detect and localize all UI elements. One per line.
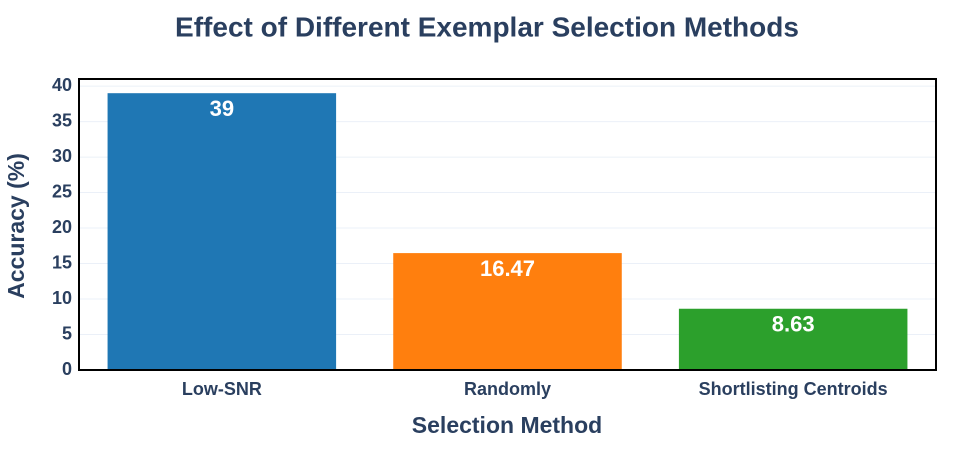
bar bbox=[393, 253, 622, 370]
y-tick-label: 0 bbox=[62, 359, 72, 379]
x-tick-label: Low-SNR bbox=[182, 379, 262, 399]
y-tick-label: 30 bbox=[52, 146, 72, 166]
value-label: 8.63 bbox=[772, 312, 815, 337]
bar bbox=[678, 308, 908, 370]
y-tick-label: 15 bbox=[52, 252, 72, 272]
bar bbox=[107, 93, 337, 370]
y-tick-label: 5 bbox=[62, 323, 72, 343]
y-tick-label: 40 bbox=[52, 75, 72, 95]
y-tick-label: 35 bbox=[52, 110, 72, 130]
x-tick-label: Shortlisting Centroids bbox=[699, 379, 888, 399]
x-axis-label: Selection Method bbox=[412, 412, 602, 438]
chart-title: Effect of Different Exemplar Selection M… bbox=[175, 11, 799, 42]
value-label: 16.47 bbox=[480, 256, 535, 281]
value-label: 39 bbox=[210, 96, 234, 121]
plot-border bbox=[78, 78, 937, 371]
y-tick-label: 25 bbox=[52, 181, 72, 201]
y-tick-label: 20 bbox=[52, 217, 72, 237]
y-tick-label: 10 bbox=[52, 288, 72, 308]
x-tick-label: Randomly bbox=[464, 379, 551, 399]
y-axis-label: Accuracy (%) bbox=[3, 153, 29, 299]
